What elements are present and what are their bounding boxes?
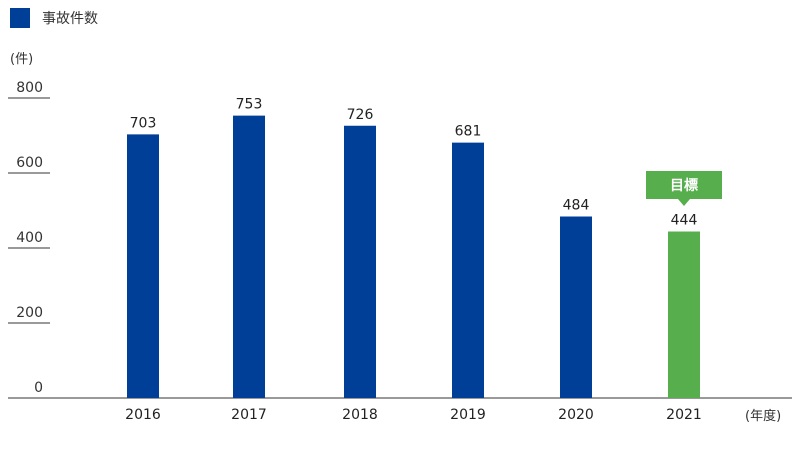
data-label: 726: [347, 107, 374, 123]
data-label: 444: [671, 213, 698, 229]
legend: 事故件数: [10, 8, 98, 28]
y-tick-label: 800: [16, 80, 43, 96]
x-tick-label: 2016: [125, 407, 161, 423]
target-bar: [668, 231, 700, 398]
target-badge-pointer: [678, 199, 690, 206]
y-tick-label: 0: [34, 380, 43, 396]
data-label: 703: [130, 115, 157, 131]
x-axis-unit: (年度): [745, 409, 782, 424]
target-badge-label: 目標: [670, 177, 698, 194]
y-tick-label: 400: [16, 230, 43, 246]
target-badge: [646, 171, 722, 199]
legend-label: 事故件数: [42, 11, 98, 27]
x-tick-label: 2019: [450, 407, 486, 423]
x-tick-label: 2020: [558, 407, 594, 423]
data-label: 681: [455, 124, 482, 140]
data-bar: [560, 216, 592, 398]
data-bar: [452, 142, 484, 398]
y-axis-unit: (件): [10, 52, 34, 67]
x-tick-label: 2018: [342, 407, 378, 423]
y-tick-label: 600: [16, 155, 43, 171]
y-tick-label: 200: [16, 305, 43, 321]
legend-swatch: [10, 8, 30, 28]
data-bar: [344, 125, 376, 398]
data-bar: [233, 115, 265, 398]
data-label: 753: [236, 97, 263, 113]
data-bar: [127, 134, 159, 398]
x-tick-label: 2017: [231, 407, 267, 423]
x-tick-label: 2021: [666, 407, 702, 423]
data-label: 484: [563, 198, 590, 214]
